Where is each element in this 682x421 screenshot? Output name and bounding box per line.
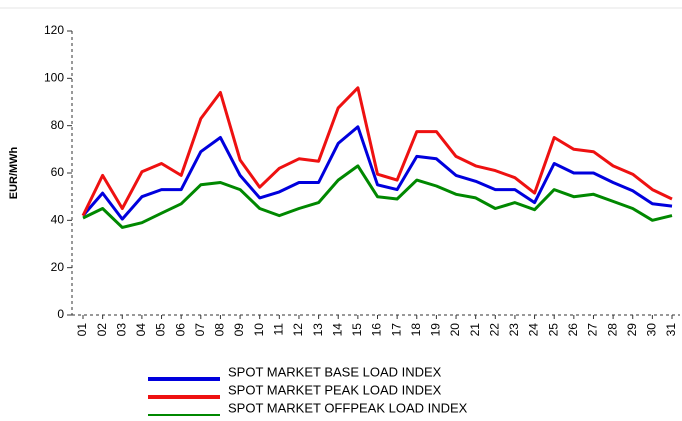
x-tick-label: 26 <box>566 323 580 337</box>
x-tick-label: 03 <box>114 323 128 337</box>
x-tick-label: 07 <box>193 323 207 337</box>
y-tick-label: 40 <box>51 213 65 227</box>
x-tick-label: 06 <box>173 323 187 337</box>
x-tick-label: 01 <box>75 323 89 337</box>
x-tick-label: 25 <box>546 323 560 337</box>
x-tick-label: 23 <box>507 323 521 337</box>
x-tick-label: 12 <box>291 323 305 337</box>
x-tick-label: 20 <box>448 323 462 337</box>
y-tick-label: 20 <box>51 260 65 274</box>
x-tick-label: 21 <box>468 323 482 337</box>
x-tick-label: 16 <box>370 323 384 337</box>
x-tick-label: 10 <box>252 323 266 337</box>
legend-label: SPOT MARKET OFFPEAK LOAD INDEX <box>228 400 468 415</box>
x-tick-label: 17 <box>389 323 403 337</box>
x-tick-label: 04 <box>134 323 148 337</box>
y-tick-label: 80 <box>51 118 65 132</box>
y-tick-label: 120 <box>44 23 64 37</box>
x-tick-label: 27 <box>586 323 600 337</box>
y-axis-label: EUR/MWh <box>8 146 20 199</box>
x-tick-label: 13 <box>311 323 325 337</box>
x-tick-label: 11 <box>272 323 286 336</box>
x-tick-label: 02 <box>95 323 109 337</box>
x-tick-label: 05 <box>154 323 168 337</box>
x-tick-label: 29 <box>625 323 639 337</box>
x-tick-label: 09 <box>232 323 246 337</box>
x-tick-label: 18 <box>409 323 423 337</box>
x-tick-label: 31 <box>664 323 678 337</box>
x-tick-label: 28 <box>605 323 619 337</box>
x-tick-label: 14 <box>330 323 344 337</box>
series-line <box>81 86 673 217</box>
x-tick-label: 24 <box>527 323 541 337</box>
y-tick-label: 60 <box>51 165 65 179</box>
x-tick-label: 30 <box>645 323 659 337</box>
legend-label: SPOT MARKET PEAK LOAD INDEX <box>228 382 442 397</box>
series-line <box>82 164 673 229</box>
y-tick-label: 100 <box>44 71 64 85</box>
x-tick-label: 19 <box>429 323 443 337</box>
y-tick-label: 0 <box>57 307 64 321</box>
series-line <box>81 125 673 221</box>
legend-label: SPOT MARKET BASE LOAD INDEX <box>228 364 442 379</box>
x-tick-label: 08 <box>213 323 227 337</box>
x-tick-label: 22 <box>487 323 501 337</box>
x-tick-label: 15 <box>350 323 364 337</box>
